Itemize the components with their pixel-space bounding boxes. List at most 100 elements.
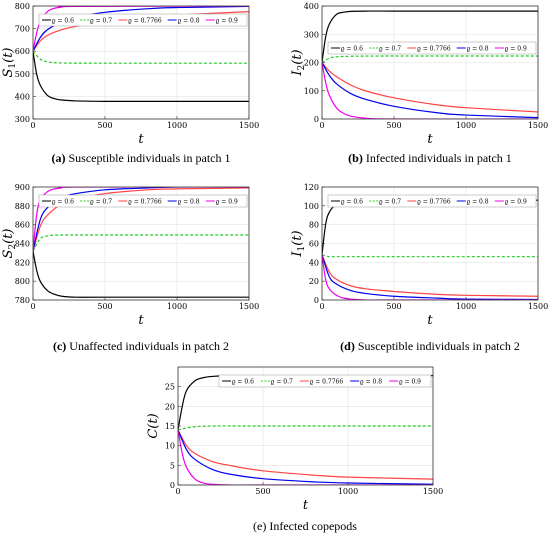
series-line — [322, 254, 538, 300]
legend-entry: ϱ = 0.8 — [467, 199, 489, 206]
legend-entry: ϱ = 0.7766 — [417, 46, 451, 53]
legend-entry: ϱ = 0.8 — [467, 46, 489, 53]
y-axis-label: I1(t) — [290, 230, 307, 257]
y-tick-label: 700 — [15, 25, 30, 34]
y-tick-label: 800 — [15, 2, 30, 11]
y-axis-label: S2(t) — [1, 228, 18, 258]
legend-box — [218, 374, 432, 388]
legend-entry: ϱ = 0.8 — [178, 199, 200, 206]
legend-entry: ϱ = 0.7766 — [417, 199, 451, 206]
y-tick-label: 20 — [309, 277, 319, 286]
x-tick-label: 1500 — [528, 121, 548, 130]
x-tick-label: 500 — [97, 302, 112, 311]
y-tick-label: 200 — [304, 59, 319, 68]
legend: ϱ = 0.6 ϱ = 0.7 ϱ = 0.7766 ϱ = 0.8 ϱ = 0.9 — [327, 194, 537, 208]
panel-c: 0 500 1000 1500 780 800 820 840 860 880 900 t S2(t) ϱ… — [1, 183, 259, 353]
y-tick-label: 0 — [314, 296, 319, 305]
caption-text: Susceptible individuals in patch 1 — [66, 151, 231, 165]
caption-letter: (c) — [53, 339, 66, 353]
series-line — [322, 10, 538, 63]
x-tick-label: 1500 — [528, 302, 548, 311]
caption-letter: (a) — [52, 151, 66, 165]
caption-e: (e) Infected copepods — [253, 519, 357, 533]
y-label-subscript: 2 — [297, 65, 307, 71]
y-tick-label: 880 — [15, 202, 30, 211]
legend-box — [327, 41, 537, 55]
legend-entry: ϱ = 0.6 — [232, 379, 254, 386]
y-tick-label: 0 — [170, 481, 175, 490]
y-tick-label: 120 — [304, 183, 319, 192]
legend-entry: ϱ = 0.8 — [178, 18, 200, 25]
series-line — [322, 254, 538, 258]
caption-text: Susceptible individuals in patch 2 — [355, 339, 520, 353]
y-tick-label: 100 — [304, 202, 319, 211]
caption-letter: (d) — [340, 339, 355, 353]
x-tick-label: 500 — [386, 121, 401, 130]
caption-text: Infected individuals in patch 1 — [363, 151, 512, 165]
legend-entry: ϱ = 0.8 — [360, 379, 382, 386]
legend-entry: ϱ = 0.7 — [90, 199, 112, 206]
x-tick-label: 0 — [175, 487, 180, 496]
y-tick-label: 300 — [15, 115, 30, 124]
y-tick-label: 20 — [165, 402, 175, 411]
x-tick-label: 500 — [386, 302, 401, 311]
y-tick-label: 900 — [15, 183, 30, 192]
x-axis-label: t — [138, 313, 144, 328]
legend-entry: ϱ = 0.7766 — [128, 199, 162, 206]
series-line — [322, 62, 538, 113]
caption-letter: (b) — [348, 151, 363, 165]
series-line — [178, 429, 433, 480]
panel-d: 0 500 1000 1500 0 20 40 60 80 100 120 t I1(t) ϱ = 0.6… — [290, 183, 548, 353]
series-line — [178, 425, 433, 431]
legend-box — [38, 13, 248, 27]
x-tick-label: 0 — [30, 302, 35, 311]
series-line — [322, 55, 538, 64]
x-tick-label: 1000 — [338, 487, 358, 496]
legend: ϱ = 0.6 ϱ = 0.7 ϱ = 0.7766 ϱ = 0.8 ϱ = 0.9 — [327, 41, 537, 55]
y-tick-label: 5 — [170, 461, 175, 470]
legend-entry: ϱ = 0.7 — [90, 18, 112, 25]
y-label-main: S — [1, 250, 16, 259]
legend-entry: ϱ = 0.7 — [379, 199, 401, 206]
x-tick-label: 500 — [97, 121, 112, 130]
y-tick-label: 500 — [15, 70, 30, 79]
y-label-subscript: 1 — [8, 63, 18, 69]
x-tick-label: 1000 — [456, 302, 476, 311]
y-label-main: I — [290, 70, 305, 77]
series-line — [322, 254, 538, 297]
y-tick-label: 15 — [165, 422, 175, 431]
y-tick-label: 780 — [15, 296, 30, 305]
y-tick-label: 40 — [309, 258, 319, 267]
x-tick-label: 1000 — [167, 121, 187, 130]
x-tick-label: 0 — [30, 121, 35, 130]
y-tick-label: 10 — [165, 442, 175, 451]
series-line — [33, 51, 249, 103]
caption-c: (c) Unaffected individuals in patch 2 — [53, 339, 229, 353]
y-axis-label: I2(t) — [290, 49, 307, 76]
x-tick-label: 0 — [319, 121, 324, 130]
legend-entry: ϱ = 0.6 — [341, 46, 363, 53]
legend-entry: ϱ = 0.9 — [505, 46, 527, 53]
series-line — [322, 62, 538, 119]
legend-entry: ϱ = 0.7 — [379, 46, 401, 53]
x-tick-label: 1500 — [239, 121, 259, 130]
legend: ϱ = 0.6 ϱ = 0.7 ϱ = 0.7766 ϱ = 0.8 ϱ = 0.9 — [38, 194, 248, 208]
y-label-main: C — [146, 429, 161, 439]
legend-entry: ϱ = 0.9 — [399, 379, 421, 386]
series-line — [322, 62, 538, 119]
legend-entry: ϱ = 0.9 — [216, 18, 238, 25]
caption-d: (d) Susceptible individuals in patch 2 — [340, 339, 520, 353]
legend-entry: ϱ = 0.6 — [52, 18, 74, 25]
y-tick-label: 400 — [15, 92, 30, 101]
series-line — [33, 187, 249, 252]
x-axis-label: t — [138, 132, 144, 147]
caption-a: (a) Susceptible individuals in patch 1 — [52, 151, 231, 165]
x-tick-label: 1000 — [167, 302, 187, 311]
x-axis-label: t — [427, 132, 433, 147]
y-label-argument: (t) — [146, 413, 161, 428]
y-label-main: I — [290, 251, 305, 258]
legend-box — [327, 194, 537, 208]
